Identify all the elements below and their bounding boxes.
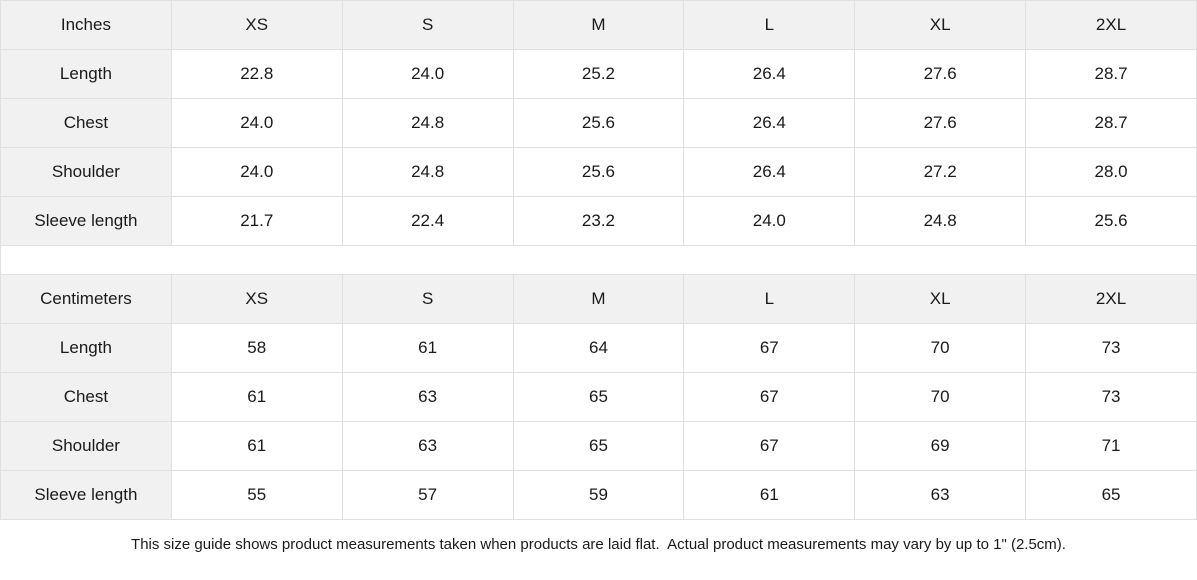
measurement-cell: 26.4	[683, 98, 856, 148]
section-gap-row	[0, 245, 1197, 275]
measurement-cell: 28.0	[1025, 147, 1197, 197]
measurement-cell: 25.6	[512, 98, 685, 148]
measurement-cell: 24.0	[683, 196, 856, 246]
row-label-chest: Chest	[0, 372, 172, 422]
measurement-cell: 27.2	[854, 147, 1027, 197]
size-header-xl: XL	[854, 274, 1027, 324]
measurement-cell: 25.6	[1025, 196, 1197, 246]
measurement-cell: 59	[512, 470, 685, 520]
row-label-length: Length	[0, 49, 172, 99]
measurement-cell: 67	[683, 372, 856, 422]
size-header-l: L	[683, 274, 856, 324]
measurement-cell: 63	[854, 470, 1027, 520]
measurement-cell: 24.8	[854, 196, 1027, 246]
table-row-sleeve-cm: Sleeve length 55 57 59 61 63 65	[0, 470, 1197, 520]
measurement-cell: 27.6	[854, 98, 1027, 148]
measurement-cell: 71	[1025, 421, 1197, 471]
measurement-cell: 61	[683, 470, 856, 520]
measurement-cell: 23.2	[512, 196, 685, 246]
measurement-cell: 22.8	[170, 49, 343, 99]
size-header-s: S	[341, 0, 514, 50]
size-header-xs: XS	[170, 0, 343, 50]
measurement-cell: 65	[512, 372, 685, 422]
measurement-cell: 73	[1025, 372, 1197, 422]
size-header-l: L	[683, 0, 856, 50]
row-label-length: Length	[0, 323, 172, 373]
table-row-chest-inches: Chest 24.0 24.8 25.6 26.4 27.6 28.7	[0, 98, 1197, 148]
measurement-cell: 26.4	[683, 147, 856, 197]
row-label-shoulder: Shoulder	[0, 147, 172, 197]
measurement-cell: 27.6	[854, 49, 1027, 99]
row-label-sleeve-length: Sleeve length	[0, 196, 172, 246]
measurement-cell: 73	[1025, 323, 1197, 373]
measurement-cell: 70	[854, 323, 1027, 373]
size-header-m: M	[512, 0, 685, 50]
measurement-cell: 64	[512, 323, 685, 373]
table-row-sleeve-inches: Sleeve length 21.7 22.4 23.2 24.0 24.8 2…	[0, 196, 1197, 246]
measurement-cell: 24.0	[170, 98, 343, 148]
measurement-cell: 65	[1025, 470, 1197, 520]
measurement-cell: 24.0	[341, 49, 514, 99]
size-header-s: S	[341, 274, 514, 324]
measurement-cell: 24.0	[170, 147, 343, 197]
size-guide-table: Inches XS S M L XL 2XL Length 22.8 24.0 …	[0, 0, 1197, 520]
size-header-xs: XS	[170, 274, 343, 324]
measurement-cell: 57	[341, 470, 514, 520]
measurement-cell: 28.7	[1025, 49, 1197, 99]
measurement-cell: 65	[512, 421, 685, 471]
measurement-cell: 63	[341, 372, 514, 422]
row-label-sleeve-length: Sleeve length	[0, 470, 172, 520]
measurement-cell: 25.6	[512, 147, 685, 197]
measurement-cell: 22.4	[341, 196, 514, 246]
measurement-cell: 24.8	[341, 98, 514, 148]
unit-header-inches: Inches	[0, 0, 172, 50]
measurement-cell: 61	[341, 323, 514, 373]
table-row-chest-cm: Chest 61 63 65 67 70 73	[0, 372, 1197, 422]
table-row-shoulder-cm: Shoulder 61 63 65 67 69 71	[0, 421, 1197, 471]
measurement-cell: 24.8	[341, 147, 514, 197]
size-header-xl: XL	[854, 0, 1027, 50]
table-row-length-cm: Length 58 61 64 67 70 73	[0, 323, 1197, 373]
unit-header-centimeters: Centimeters	[0, 274, 172, 324]
measurement-cell: 67	[683, 323, 856, 373]
centimeters-header-row: Centimeters XS S M L XL 2XL	[0, 274, 1197, 324]
measurement-cell: 69	[854, 421, 1027, 471]
measurement-cell: 58	[170, 323, 343, 373]
measurement-cell: 61	[170, 372, 343, 422]
size-header-m: M	[512, 274, 685, 324]
measurement-cell: 70	[854, 372, 1027, 422]
measurement-cell: 28.7	[1025, 98, 1197, 148]
size-header-2xl: 2XL	[1025, 274, 1197, 324]
measurement-cell: 25.2	[512, 49, 685, 99]
measurement-cell: 55	[170, 470, 343, 520]
inches-header-row: Inches XS S M L XL 2XL	[0, 0, 1197, 50]
table-row-length-inches: Length 22.8 24.0 25.2 26.4 27.6 28.7	[0, 49, 1197, 99]
measurement-cell: 26.4	[683, 49, 856, 99]
measurement-cell: 21.7	[170, 196, 343, 246]
section-gap	[0, 245, 1197, 275]
row-label-chest: Chest	[0, 98, 172, 148]
measurement-cell: 63	[341, 421, 514, 471]
measurement-cell: 61	[170, 421, 343, 471]
table-row-shoulder-inches: Shoulder 24.0 24.8 25.6 26.4 27.2 28.0	[0, 147, 1197, 197]
row-label-shoulder: Shoulder	[0, 421, 172, 471]
size-header-2xl: 2XL	[1025, 0, 1197, 50]
measurement-cell: 67	[683, 421, 856, 471]
size-guide-disclaimer: This size guide shows product measuremen…	[0, 520, 1197, 569]
